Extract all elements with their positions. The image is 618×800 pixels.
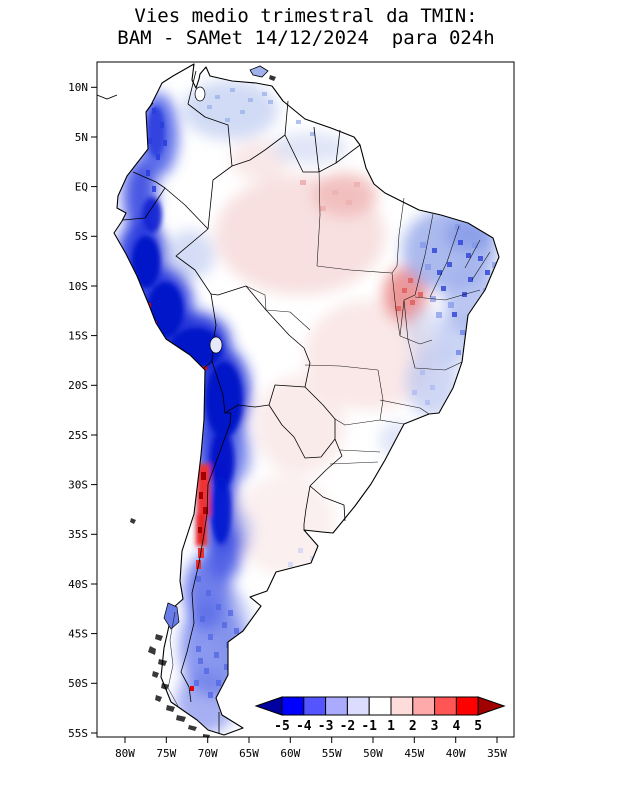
- lat-tick-label: 30S: [68, 478, 88, 491]
- lake-titicaca: [209, 336, 223, 354]
- lat-tick-label: 15S: [68, 329, 88, 342]
- colorbar-segment: [346, 696, 370, 716]
- islands-and-lakes: [96, 65, 276, 738]
- colorbar-segment: [281, 696, 305, 716]
- colorbar-segment: [325, 696, 348, 716]
- lat-tick-label: 20S: [68, 379, 88, 392]
- lat-tick-label: 10N: [68, 81, 88, 94]
- trinidad-island: [249, 65, 269, 78]
- colorbar-segment: [390, 696, 414, 716]
- panama-coast-sliver: [96, 94, 118, 100]
- colorbar-segment: [455, 696, 479, 716]
- lat-tick-label: 25S: [68, 429, 88, 442]
- lat-tick-label: 35S: [68, 528, 88, 541]
- lat-tick-label: 10S: [68, 280, 88, 293]
- lon-tick-label: 50W: [363, 747, 383, 760]
- lon-tick-label: 60W: [280, 747, 300, 760]
- lon-tick-label: 70W: [198, 747, 218, 760]
- lat-tick-label: EQ: [75, 180, 88, 193]
- lon-tick-label: 75W: [156, 747, 176, 760]
- colorbar-segment: [434, 696, 457, 716]
- lat-tick-label: 5N: [75, 131, 88, 144]
- colorbar-label: -1: [361, 719, 377, 734]
- lat-tick-label: 45S: [68, 627, 88, 640]
- lon-tick-label: 35W: [487, 747, 507, 760]
- colorbar-arrow-right: [477, 696, 506, 716]
- axes: 10N 5N EQ 5S 10S 15S 20S 25S 30S 35S 40S 45S 50S 55S 8…: [68, 81, 507, 760]
- country-borders: [122, 70, 361, 733]
- lon-tick-label: 65W: [239, 747, 259, 760]
- lat-tick-label: 50S: [68, 677, 88, 690]
- colorbar-segment: [412, 696, 436, 716]
- colorbar-segment: [303, 696, 327, 716]
- lake-maracaibo: [194, 86, 206, 102]
- colorbar-label: 3: [431, 719, 439, 734]
- lat-tick-label: 5S: [75, 230, 88, 243]
- colorbar-segment: [368, 696, 392, 716]
- colorbar-label: 5: [474, 719, 482, 734]
- chiloe-island: [163, 602, 180, 630]
- fjord-channel-line: [167, 611, 179, 707]
- lon-tick-label: 40W: [446, 747, 466, 760]
- lon-tick-label: 80W: [115, 747, 135, 760]
- colorbar-label: 2: [409, 719, 417, 734]
- lon-tick-label: 45W: [404, 747, 424, 760]
- coastline-path: [113, 63, 500, 736]
- colorbar-label: -4: [296, 719, 312, 734]
- colorbar-label: -2: [340, 719, 356, 734]
- tobago-island: [269, 75, 276, 81]
- map-title-line2: BAM - SAMet 14/12/2024 para 024h: [117, 27, 495, 49]
- colorbar-label: 4: [452, 719, 460, 734]
- brazil-state-borders: [245, 167, 491, 465]
- colorbar-label: -5: [274, 719, 290, 734]
- map-title-line1: Vies medio trimestral da TMIN:: [134, 5, 477, 27]
- colorbar-label: 1: [387, 719, 395, 734]
- lon-tick-label: 55W: [322, 747, 342, 760]
- colorbar-label: -3: [318, 719, 334, 734]
- lat-tick-label: 40S: [68, 578, 88, 591]
- lat-tick-label: 55S: [68, 727, 88, 740]
- colorbar: -5 -4 -3 -2 -1 1 2 3 4 5: [254, 696, 506, 734]
